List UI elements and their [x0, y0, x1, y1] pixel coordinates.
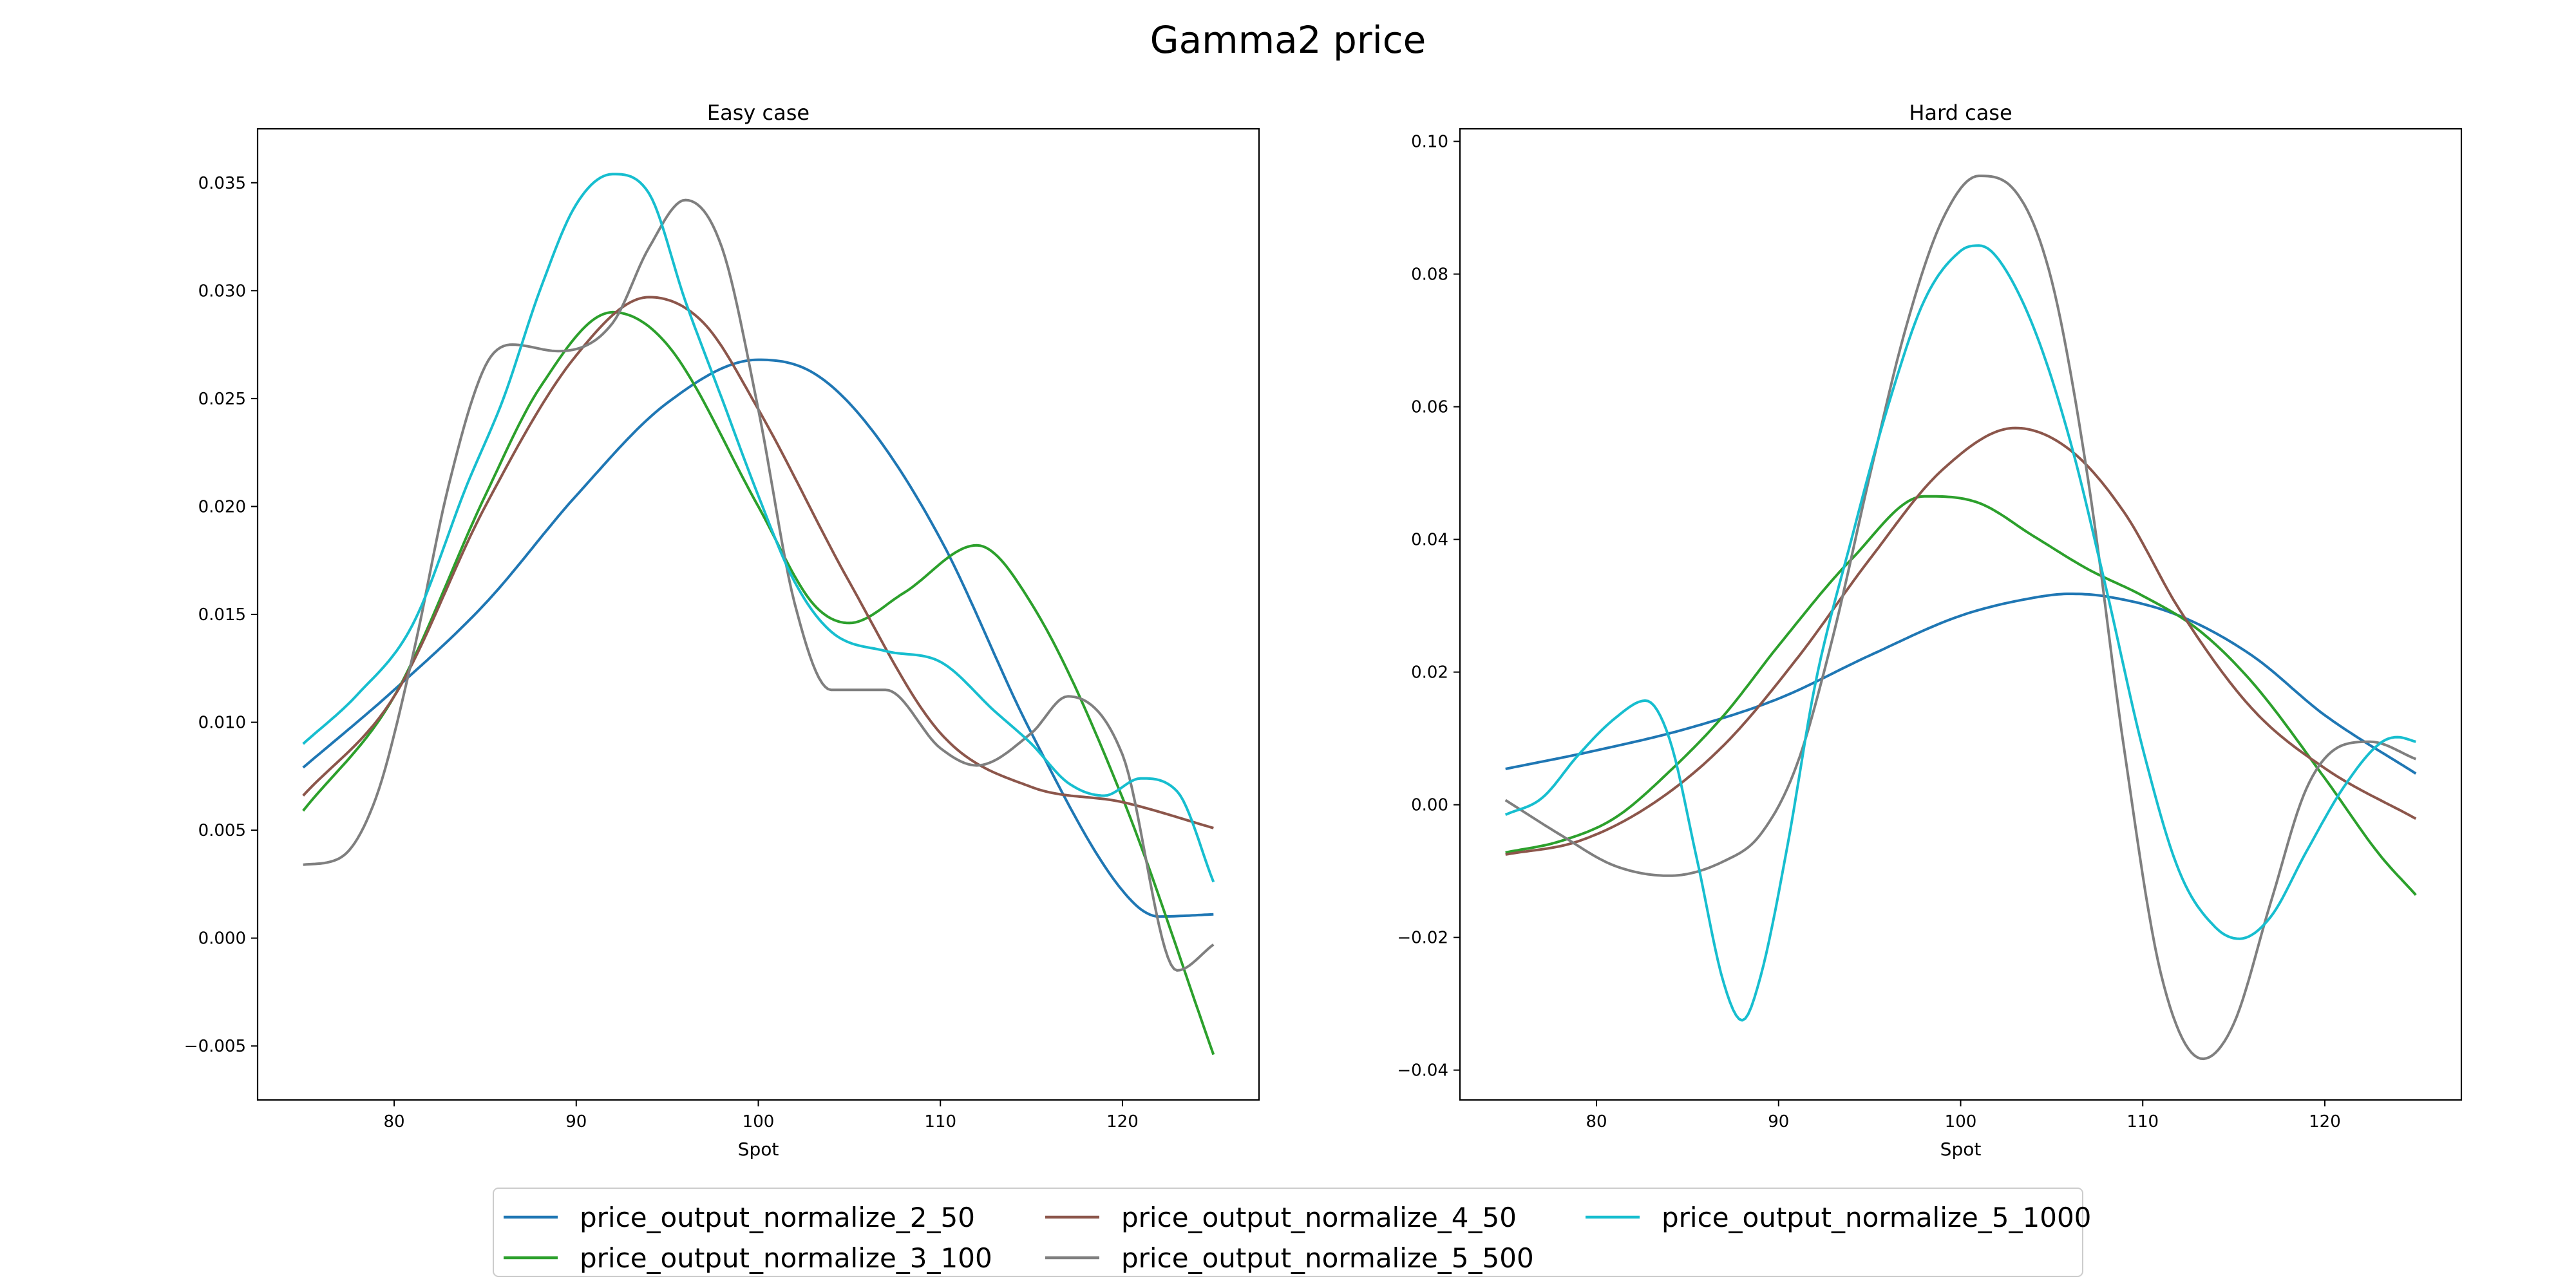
- easy-case-y-tick-label: 0.000: [198, 929, 246, 949]
- hard-case-title: Hard case: [1909, 100, 2012, 125]
- hard-case-series-line-price_output_normalize_2_50: [1505, 592, 2417, 775]
- hard-case-y-tick-label: 0.08: [1411, 265, 1448, 285]
- hard-case-series-line-price_output_normalize_3_100: [1505, 495, 2417, 896]
- easy-case-series-group: [302, 173, 1215, 1056]
- hard-case-x-tick-label: 110: [2126, 1112, 2159, 1132]
- easy-case-y-tick-label: 0.020: [198, 497, 246, 516]
- hard-case-y-tick-label: 0.02: [1411, 663, 1448, 683]
- hard-case-series-line-price_output_normalize_5_1000: [1504, 244, 2416, 1022]
- legend-label: price_output_normalize_5_1000: [1662, 1202, 2091, 1233]
- hard-case-x-tick-label: 120: [2309, 1112, 2341, 1132]
- hard-case-series-group: [1504, 175, 2417, 1061]
- easy-case-series-line-price_output_normalize_4_50: [302, 296, 1214, 829]
- hard-case-y-tick-label: 0.06: [1411, 398, 1448, 417]
- hard-case-y-tick-label: 0.00: [1411, 796, 1448, 815]
- hard-case-y-tick-label: −0.04: [1397, 1061, 1448, 1081]
- figure-title: Gamma2 price: [1150, 18, 1426, 62]
- easy-case-series-line-price_output_normalize_3_100: [302, 310, 1215, 1056]
- legend-item: price_output_normalize_5_500: [1045, 1242, 1534, 1274]
- hard-case-series-line-price_output_normalize_4_50: [1505, 426, 2417, 856]
- easy-case-x-tick-label: 120: [1106, 1112, 1139, 1132]
- easy-case-y-tick-label: 0.035: [198, 174, 246, 193]
- easy-case-y-tick-label: 0.010: [198, 714, 246, 733]
- legend-label: price_output_normalize_3_100: [580, 1242, 992, 1274]
- easy-case-y-tick-label: 0.005: [198, 821, 246, 840]
- hard-case-x-axis-label: Spot: [1940, 1139, 1982, 1160]
- hard-case-x-tick-label: 80: [1586, 1112, 1607, 1132]
- hard-case-y-tick-label: −0.02: [1397, 929, 1448, 948]
- easy-case-y-tick-label: 0.015: [198, 605, 246, 625]
- easy-case-series-line-price_output_normalize_2_50: [302, 358, 1214, 918]
- legend-label: price_output_normalize_2_50: [580, 1202, 975, 1233]
- easy-case-series-line-price_output_normalize_5_500: [303, 198, 1215, 972]
- hard-case-series-line-price_output_normalize_5_500: [1504, 175, 2417, 1061]
- easy-case-axes-frame: [256, 128, 1260, 1101]
- easy-case-y-tick-label: 0.025: [198, 390, 246, 409]
- legend-item: price_output_normalize_2_50: [504, 1202, 975, 1233]
- easy-case-panel: Easy case 80 90 100 110 120 −0.005 0.000 0.005 0.…: [184, 100, 1260, 1160]
- hard-case-x-tick-label: 90: [1768, 1112, 1789, 1132]
- hard-case-y-tick-label: 0.04: [1411, 531, 1448, 550]
- easy-case-y-tick-label: 0.030: [198, 281, 246, 301]
- easy-case-x-tick-label: 90: [565, 1112, 587, 1132]
- legend-label: price_output_normalize_4_50: [1121, 1202, 1517, 1233]
- legend-frame: [493, 1188, 2083, 1277]
- hard-case-panel: Hard case 80 90 100 110 120 −0.04 −0.02 0.00 0.02…: [1397, 100, 2463, 1160]
- easy-case-x-axis-label: Spot: [738, 1139, 779, 1160]
- hard-case-y-tick-label: 0.10: [1411, 133, 1448, 152]
- easy-case-title: Easy case: [707, 100, 810, 125]
- hard-case-x-tick-label: 100: [1945, 1112, 1977, 1132]
- legend-item: price_output_normalize_5_1000: [1586, 1202, 2091, 1233]
- legend-label: price_output_normalize_5_500: [1121, 1242, 1534, 1274]
- legend-item: price_output_normalize_3_100: [504, 1242, 992, 1274]
- easy-case-series-line-price_output_normalize_5_1000: [302, 173, 1215, 883]
- legend-item: price_output_normalize_4_50: [1045, 1202, 1517, 1233]
- easy-case-y-tick-label: −0.005: [184, 1037, 246, 1056]
- legend: price_output_normalize_2_50 price_output_…: [493, 1188, 2091, 1277]
- easy-case-x-tick-label: 100: [743, 1112, 775, 1132]
- easy-case-x-tick-label: 110: [924, 1112, 956, 1132]
- easy-case-x-tick-label: 80: [383, 1112, 404, 1132]
